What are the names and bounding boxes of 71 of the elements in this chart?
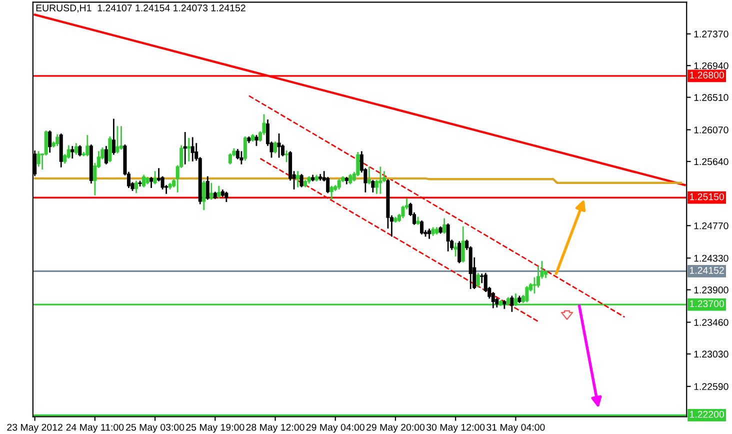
x-tick-label: 24 May 11:00 (66, 424, 124, 433)
candlestick (48, 130, 52, 153)
candlestick (461, 226, 465, 262)
candlestick (112, 118, 116, 155)
candlestick (454, 242, 458, 257)
candlestick (240, 151, 244, 164)
candlestick (458, 241, 462, 264)
candlestick (296, 171, 300, 188)
candlestick (284, 150, 288, 162)
candlestick (183, 132, 187, 164)
candlestick (210, 182, 214, 200)
y-tick-label: 1.26510 (694, 94, 728, 101)
x-tick-label: 29 May 20:00 (366, 424, 425, 433)
candlestick (190, 137, 194, 162)
candlestick (142, 174, 146, 188)
candlestick (56, 134, 60, 146)
ref-line-label: 1.22200 (690, 410, 724, 418)
candlestick (74, 143, 78, 155)
candlestick (243, 136, 247, 161)
x-tick-label: 30 May 12:00 (426, 424, 485, 433)
y-tick-label: 1.23460 (694, 318, 728, 326)
candlestick (150, 177, 154, 188)
candlestick (119, 126, 123, 150)
x-tick-label: 23 May 2012 (7, 424, 62, 433)
y-tick-label: 1.22590 (694, 383, 728, 390)
y-tick-label: 1.26940 (694, 62, 728, 70)
candlestick (108, 136, 112, 162)
candlestick (442, 218, 446, 234)
chart-title: EURUSD,H1 1.24107 1.24154 1.24073 1.24152 (36, 4, 246, 13)
ref-line-label: 1.23700 (690, 300, 724, 308)
candlestick (134, 180, 138, 194)
candlestick (104, 146, 108, 164)
candlestick (70, 146, 74, 158)
candlestick (300, 174, 304, 188)
x-tick-label: 28 May 12:00 (246, 424, 304, 433)
x-tick-label: 31 May 04:00 (486, 424, 545, 433)
y-tick-label: 1.27370 (694, 30, 728, 38)
candlestick (378, 166, 382, 194)
candlestick (476, 272, 480, 288)
candlestick (371, 180, 375, 192)
y-tick-label: 1.23900 (694, 286, 728, 294)
candlestick (273, 142, 278, 154)
candlestick (206, 176, 210, 200)
y-tick-label: 1.25640 (694, 158, 728, 166)
candlestick (44, 130, 48, 156)
ref-line-label: 1.26800 (690, 72, 724, 79)
candlestick (277, 133, 281, 158)
candlestick (116, 126, 120, 154)
candlestick (187, 138, 191, 162)
y-tick-label: 1.23030 (694, 350, 728, 358)
ref-line-label: 1.25150 (690, 193, 724, 200)
x-tick-label: 29 May 04:00 (306, 424, 364, 433)
ref-line-label: 1.24152 (690, 266, 724, 274)
candlestick (420, 220, 424, 234)
y-tick-label: 1.24770 (694, 222, 728, 230)
candlestick (153, 171, 157, 184)
x-tick-label: 25 May 03:00 (126, 424, 184, 433)
candlestick (446, 223, 450, 252)
y-tick-label: 1.26070 (694, 126, 728, 134)
candlestick (532, 277, 536, 294)
y-tick-label: 1.24330 (694, 254, 728, 262)
candlestick (36, 151, 40, 167)
candlestick (367, 166, 371, 184)
candlestick (86, 134, 90, 156)
x-tick-label: 25 May 19:00 (186, 424, 244, 433)
candlestick (510, 296, 514, 312)
candlestick (217, 186, 221, 198)
candlestick (78, 145, 82, 156)
candlestick (202, 180, 206, 210)
candlestick (254, 134, 258, 146)
candlestick (330, 186, 334, 200)
